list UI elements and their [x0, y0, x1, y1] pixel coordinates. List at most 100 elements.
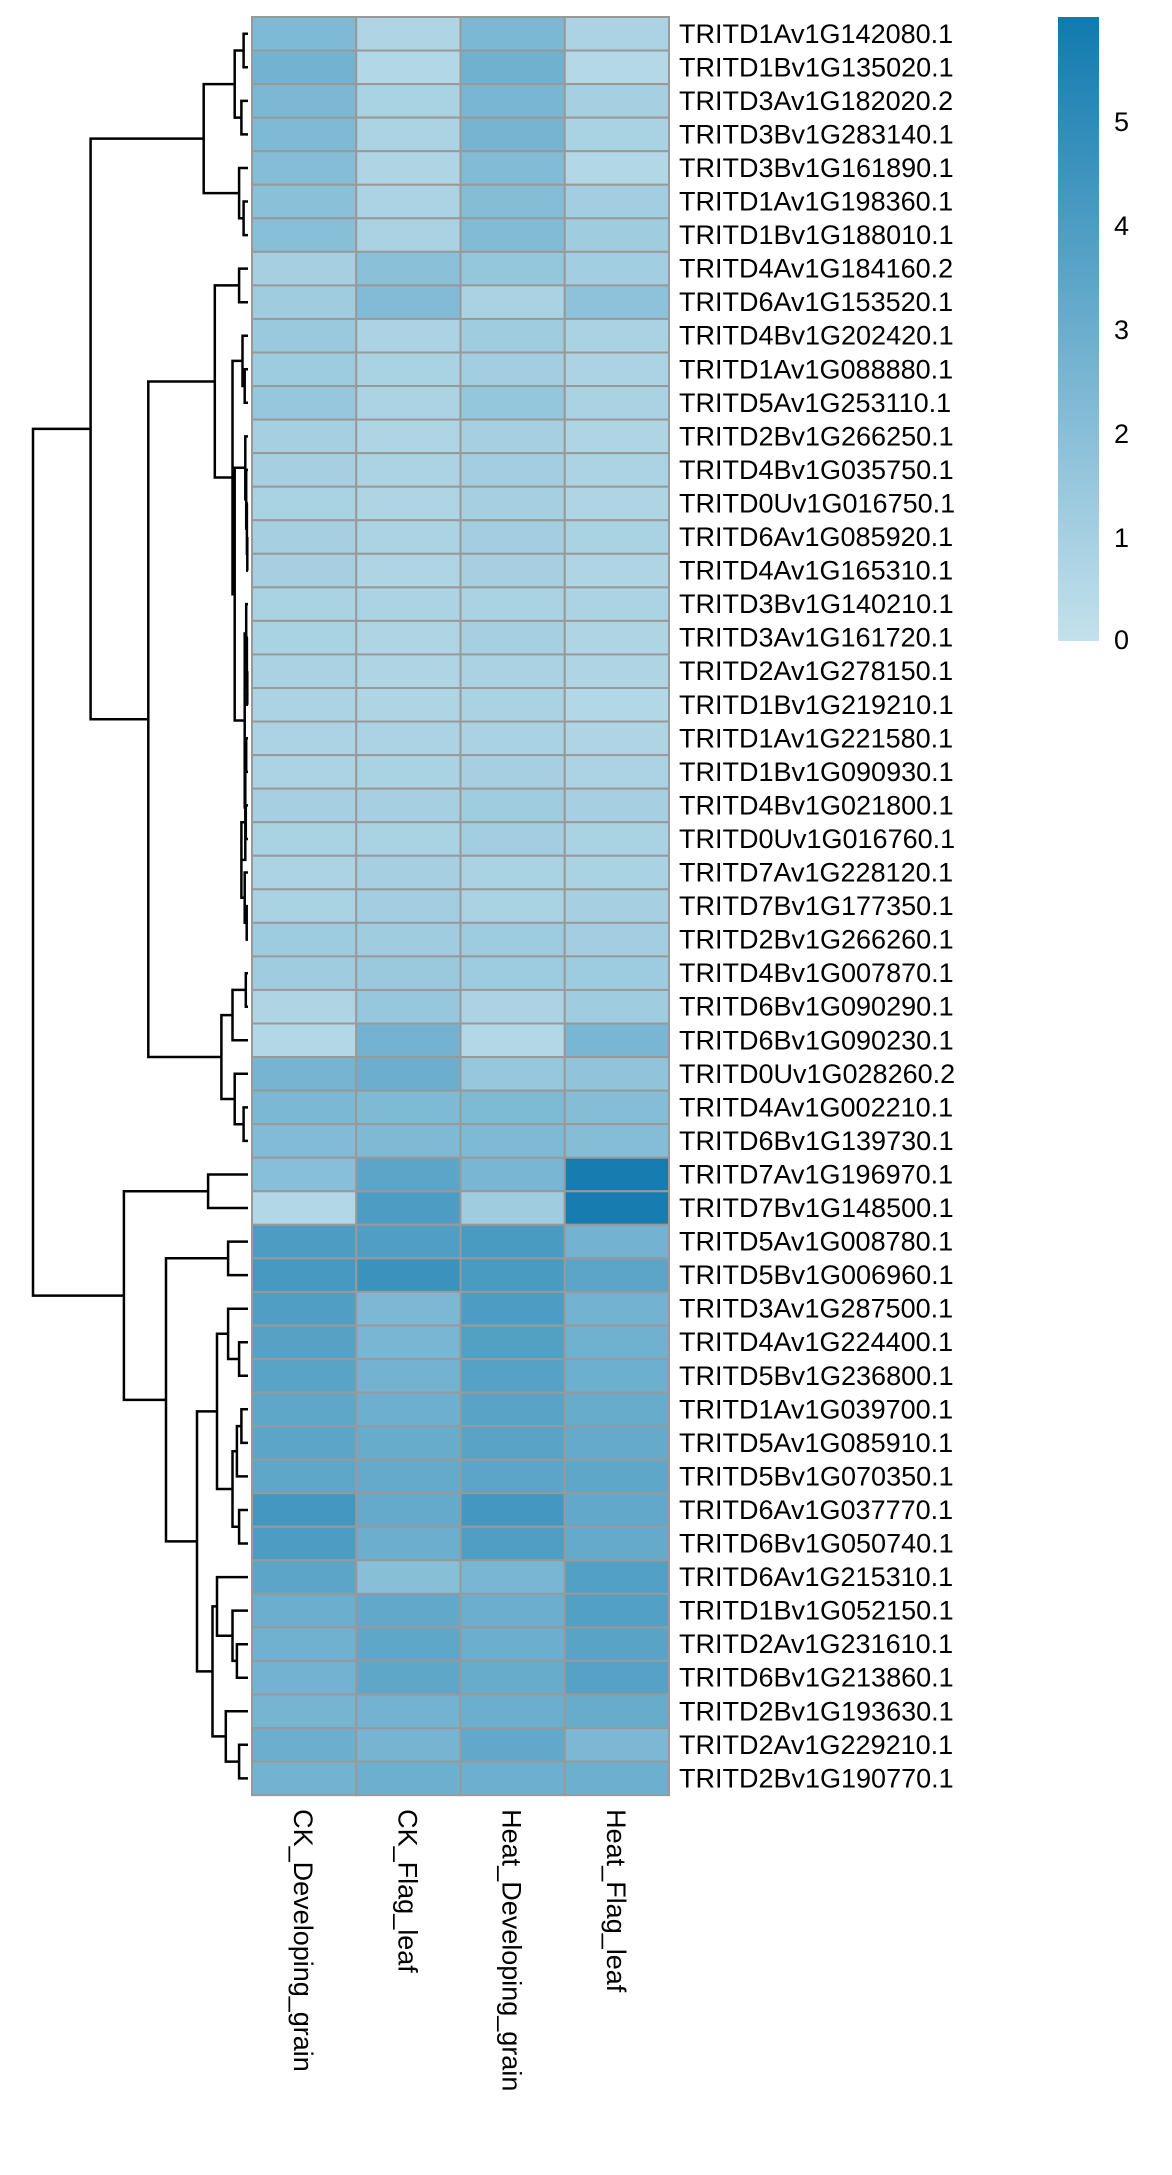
color-legend: 0 1 2 3 4 5: [1058, 17, 1129, 655]
row-label: TRITD0Uv1G016750.1: [679, 488, 955, 518]
dendrogram-branch: [215, 1332, 233, 1491]
heatmap-cell: [251, 988, 358, 1025]
heatmap-cell: [563, 1592, 670, 1629]
heatmap-cell: [459, 754, 566, 790]
heatmap-cell: [563, 16, 670, 52]
heatmap-cell: [563, 1626, 670, 1662]
heatmap-cell: [251, 116, 358, 153]
row-label: TRITD7Av1G228120.1: [679, 858, 953, 888]
heatmap-cell: [355, 452, 462, 488]
heatmap-cell: [563, 1492, 670, 1528]
heatmap-cell: [563, 1391, 670, 1428]
row-label: TRITD3Bv1G140210.1: [679, 589, 954, 619]
legend-tick-label: 0: [1114, 625, 1129, 655]
row-label: TRITD5Bv1G006960.1: [679, 1260, 954, 1290]
heatmap-cell: [355, 1190, 462, 1226]
row-label: TRITD6Av1G215310.1: [679, 1562, 953, 1592]
heatmap-cell: [563, 854, 670, 891]
heatmap-cell: [251, 552, 358, 589]
dendrogram-branch: [244, 971, 248, 1008]
dendrogram-branch: [231, 1609, 248, 1663]
heatmap-cell: [355, 720, 462, 757]
heatmap-cell: [355, 16, 462, 52]
dendrogram-branch: [237, 1340, 248, 1378]
row-label: TRITD5Av1G085910.1: [679, 1428, 953, 1458]
heatmap-cell: [251, 754, 358, 790]
heatmap-cell: [355, 284, 462, 320]
row-label: TRITD1Av1G221580.1: [679, 723, 953, 753]
heatmap-cell: [459, 1559, 566, 1595]
dendrogram-branch: [233, 1072, 248, 1126]
heatmap-cell: [459, 1626, 566, 1662]
heatmap-cell: [251, 83, 358, 119]
heatmap-cell: [459, 150, 566, 186]
heatmap-cell: [459, 284, 566, 320]
column-label: Heat_Developing_grain: [497, 1809, 527, 2091]
dendrogram-branch: [240, 1408, 248, 1445]
heatmap-cell: [459, 1425, 566, 1461]
heatmap-cell: [251, 284, 358, 320]
dendrogram-branch: [195, 1410, 217, 1673]
heatmap-cell: [355, 1458, 462, 1495]
row-dendrogram: [31, 32, 249, 1780]
heatmap-cell: [459, 519, 566, 555]
row-label: TRITD6Bv1G050740.1: [679, 1529, 954, 1559]
heatmap-cell: [355, 150, 462, 186]
row-label: TRITD1Av1G039700.1: [679, 1394, 953, 1424]
heatmap-cell: [563, 49, 670, 86]
heatmap-cell: [251, 1156, 358, 1193]
dendrogram-branch: [242, 1106, 248, 1143]
heatmap-cell: [563, 1156, 670, 1193]
dendrogram-branch: [213, 284, 240, 479]
heatmap-cell: [563, 1760, 670, 1797]
heatmap-cell: [251, 888, 358, 924]
heatmap-cell: [251, 1492, 358, 1528]
row-label: TRITD6Bv1G090230.1: [679, 1025, 954, 1055]
heatmap-cell: [355, 385, 462, 421]
heatmap-cell: [355, 687, 462, 723]
row-label: TRITD2Bv1G266260.1: [679, 925, 954, 955]
dendrogram-branch: [211, 1605, 226, 1738]
heatmap-cell: [251, 1223, 358, 1260]
heatmap-cell: [459, 1391, 566, 1428]
heatmap-cell: [459, 1290, 566, 1327]
heatmap-cell: [355, 619, 462, 656]
heatmap-cell: [251, 1693, 358, 1730]
heatmap-cell: [355, 1324, 462, 1360]
heatmap-cell: [563, 217, 670, 253]
heatmap-cell: [459, 1693, 566, 1730]
heatmap-cell: [563, 1693, 670, 1730]
heatmap-cell: [355, 1223, 462, 1260]
heatmap-cell: [251, 1659, 358, 1696]
row-label: TRITD2Av1G278150.1: [679, 656, 953, 686]
heatmap-cell: [355, 1760, 462, 1797]
row-label: TRITD1Bv1G090930.1: [679, 757, 954, 787]
heatmap-cell: [251, 1559, 358, 1595]
heatmap-cell: [459, 1089, 566, 1126]
heatmap-cell: [459, 988, 566, 1025]
legend-tick-label: 2: [1114, 419, 1129, 449]
heatmap-cell: [251, 1760, 358, 1797]
heatmap-cell: [459, 116, 566, 153]
heatmap-cell: [355, 1425, 462, 1461]
heatmap-cell: [355, 1559, 462, 1595]
row-label: TRITD1Bv1G219210.1: [679, 690, 954, 720]
heatmap-cell: [563, 988, 670, 1025]
heatmap-cell: [459, 687, 566, 723]
heatmap-cell: [459, 1727, 566, 1763]
heatmap-cell: [563, 821, 670, 857]
heatmap-cell: [459, 921, 566, 958]
heatmap-cell: [563, 317, 670, 354]
heatmap-cell: [563, 250, 670, 287]
heatmap-cell: [355, 1391, 462, 1428]
dendrogram-branch: [240, 99, 248, 136]
row-label: TRITD5Bv1G070350.1: [679, 1461, 954, 1491]
heatmap-cell: [251, 854, 358, 891]
heatmap-cell: [459, 452, 566, 488]
row-label: TRITD3Av1G161720.1: [679, 623, 953, 653]
heatmap-cell: [355, 519, 462, 555]
row-label: TRITD5Av1G008780.1: [679, 1227, 953, 1257]
row-label: TRITD1Av1G088880.1: [679, 354, 953, 384]
heatmap-cell: [251, 452, 358, 488]
heatmap-cell: [355, 1492, 462, 1528]
